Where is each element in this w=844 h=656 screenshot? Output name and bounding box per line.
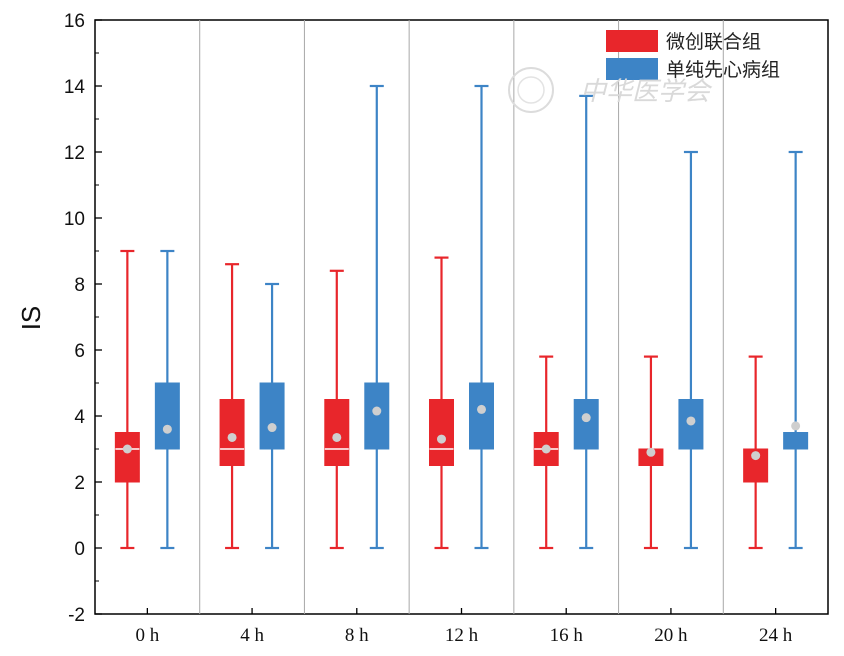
box [114, 432, 140, 483]
watermark-seal: 中华医学会 [508, 67, 713, 113]
x-tick-label: 20 h [654, 625, 688, 646]
box [469, 382, 494, 450]
mean-marker [477, 404, 486, 414]
y-tick-label: 14 [64, 77, 86, 98]
y-tick-label: -2 [68, 605, 85, 626]
x-tick-label: 24 h [759, 625, 793, 646]
watermark-seal-inner [517, 76, 545, 104]
x-tick-label: 4 h [240, 625, 264, 646]
watermark-text: 中华医学会 [580, 77, 713, 107]
legend-swatch [606, 30, 658, 52]
box [324, 399, 350, 466]
mean-marker [162, 424, 172, 434]
mean-marker [267, 423, 277, 433]
box [429, 399, 454, 466]
mean-marker [791, 421, 801, 431]
box [259, 382, 285, 450]
x-tick-label: 12 h [445, 625, 479, 646]
y-tick-label: 0 [74, 539, 85, 560]
mean-marker [372, 406, 382, 416]
x-tick-label: 16 h [550, 625, 584, 646]
plot-frame [94, 19, 829, 615]
watermark-seal-ring [508, 67, 554, 113]
box [364, 382, 390, 450]
y-axis-label: IS [16, 306, 46, 331]
mean-marker [686, 416, 696, 426]
mean-marker [646, 447, 656, 457]
box [573, 399, 599, 450]
axes: -2 0 2 4 6 8 10 12 14 16 0 h 4 h 8 h 12 h 16 h 20 h 24 h [64, 11, 829, 646]
y-tick-label: 4 [74, 407, 85, 428]
x-tick-label: 0 h [135, 625, 159, 646]
y-tick-label: 8 [74, 275, 85, 296]
mean-marker [541, 444, 551, 454]
y-tick-label: 12 [64, 143, 85, 164]
box [154, 382, 180, 450]
mean-marker [751, 451, 761, 461]
y-tick-label: 6 [74, 341, 85, 362]
mean-marker [581, 413, 591, 423]
mean-marker [332, 432, 342, 442]
mean-marker [227, 432, 237, 442]
y-tick-label: 2 [74, 473, 85, 494]
y-tick-label: 16 [64, 11, 85, 32]
y-tick-label: 10 [64, 209, 85, 230]
box [783, 432, 809, 450]
legend-swatch [606, 58, 658, 80]
mean-marker [437, 434, 446, 444]
legend-label: 单纯先心病组 [666, 59, 780, 81]
x-tick-label: 8 h [345, 625, 369, 646]
plot-area [114, 84, 809, 550]
legend-label: 微创联合组 [666, 31, 761, 53]
mean-marker [122, 444, 132, 454]
box [219, 399, 245, 466]
